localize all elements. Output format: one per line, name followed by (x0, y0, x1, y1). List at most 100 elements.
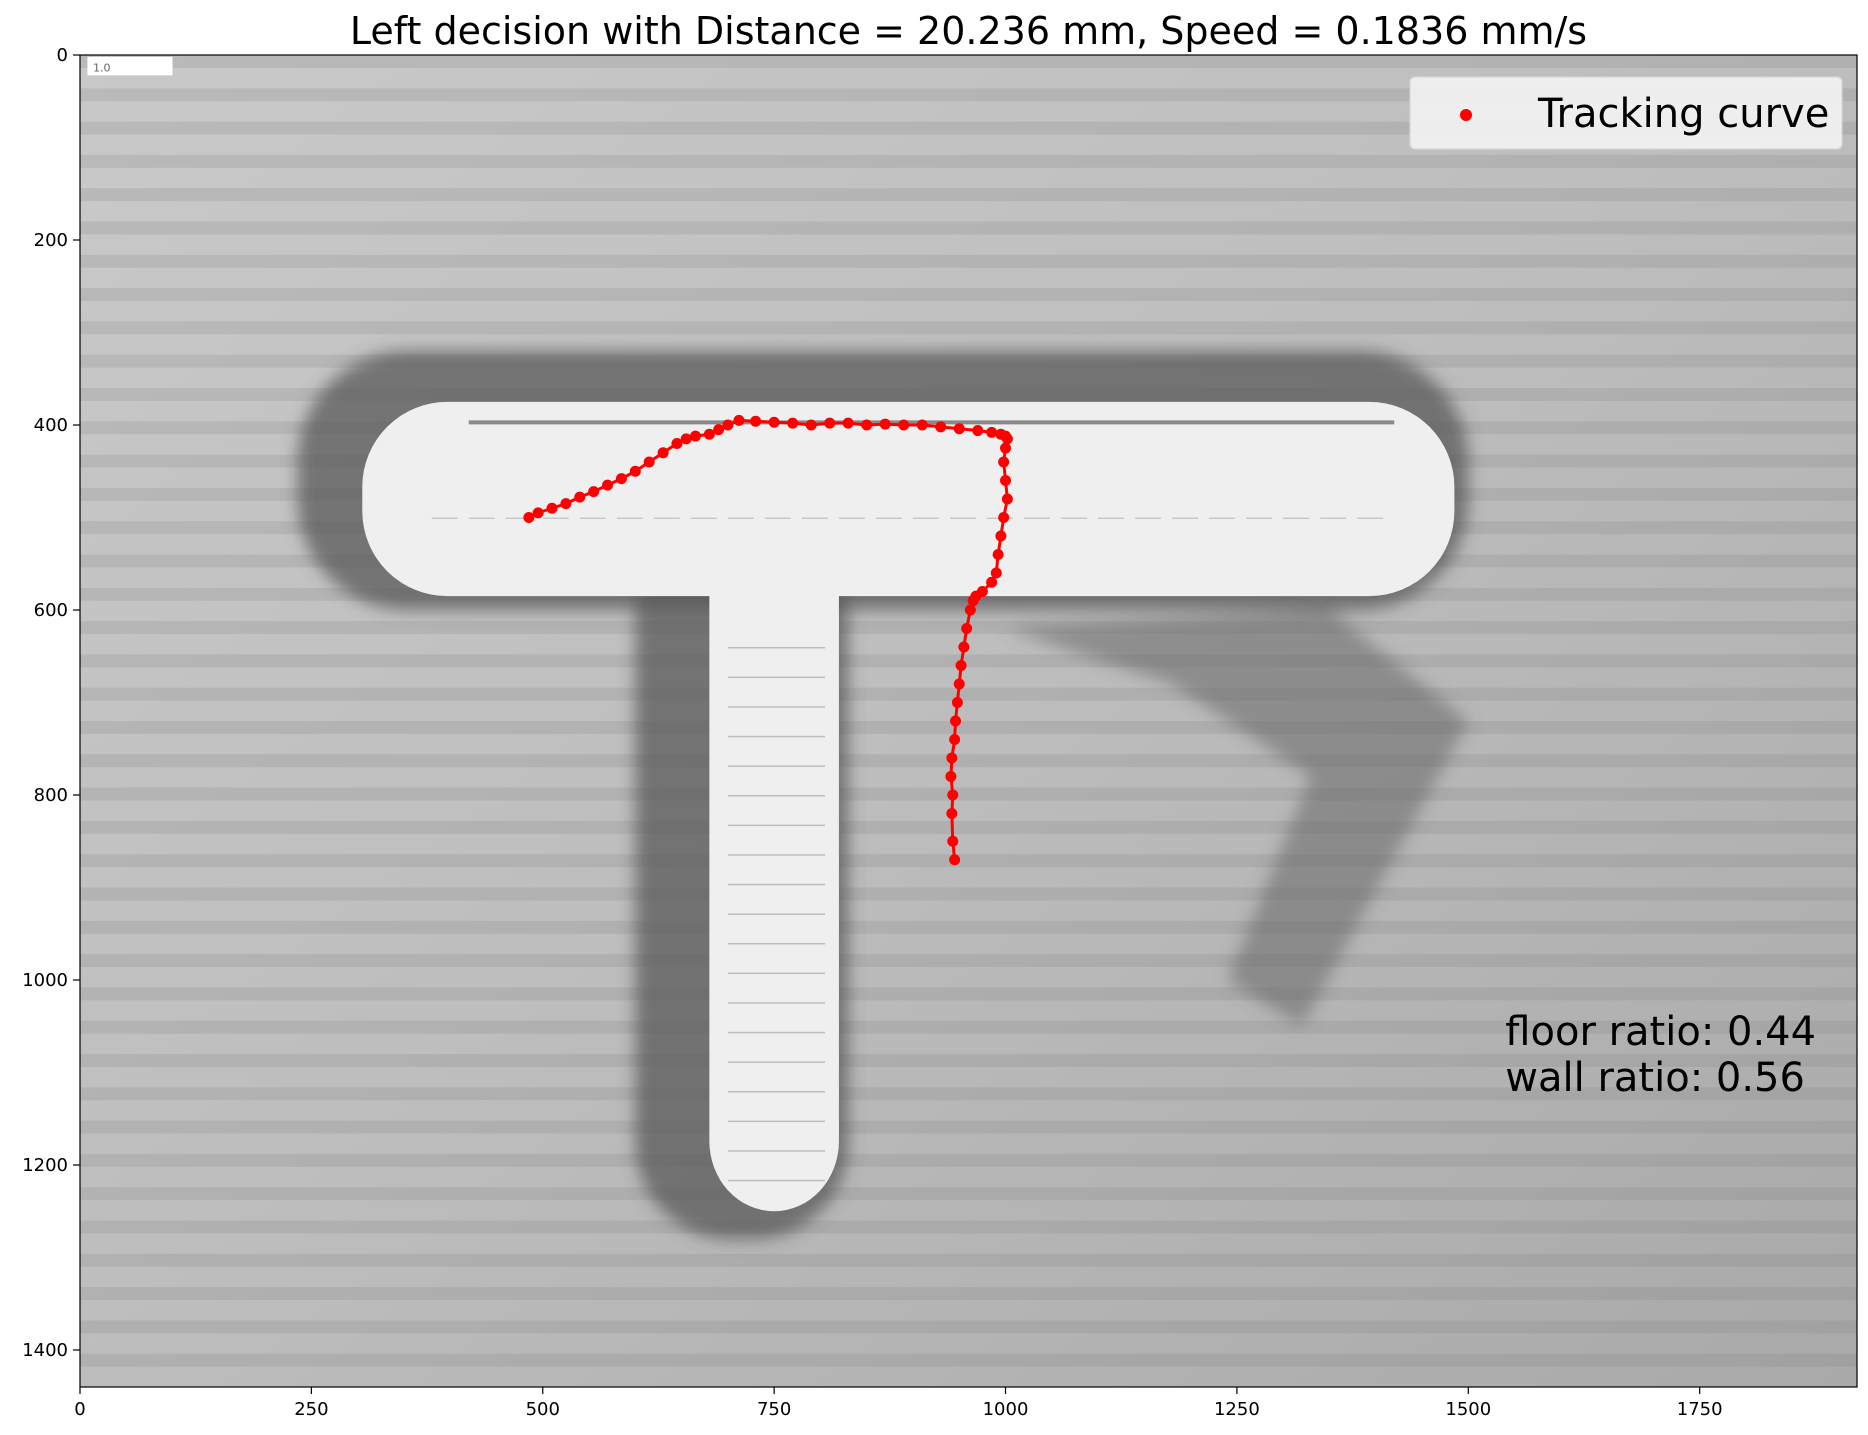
floor-texture-line (875, 517, 902, 519)
tracking-curve-point (949, 854, 961, 866)
photo-stripe (80, 154, 1857, 168)
floor-texture-line (727, 943, 826, 945)
photo-stripe (80, 1253, 1857, 1267)
tracking-curve-point (898, 419, 910, 431)
photo-stripe (80, 321, 1857, 335)
tracking-curve-point (990, 567, 1002, 579)
floor-texture-line (431, 517, 458, 519)
annotations: floor ratio: 0.44 wall ratio: 0.56 (1505, 1009, 1816, 1101)
y-tick-label: 1000 (22, 970, 68, 991)
y-tick-label: 1200 (22, 1155, 68, 1176)
floor-texture-line (727, 765, 826, 767)
legend-marker-tracking-curve (1460, 109, 1472, 121)
floor-texture-line (727, 1120, 826, 1123)
shadow-reflection (1005, 610, 1469, 1027)
tracking-curve-point (945, 771, 957, 782)
x-tick-label: 1750 (1677, 1399, 1723, 1420)
photo-stripe (80, 820, 1857, 834)
floor-texture-line (616, 517, 643, 519)
photo-stripe (80, 1020, 1857, 1034)
floor-vertical-stem (709, 517, 839, 1212)
floor-texture-line (1320, 517, 1347, 519)
floor-texture-line (727, 1061, 826, 1063)
photo-stripe (80, 254, 1857, 268)
maze-floor (362, 401, 1455, 1212)
photo-stripe (80, 854, 1857, 868)
floor-texture-line (579, 517, 606, 519)
tracking-curve-point (657, 447, 669, 459)
x-tick-label: 1500 (1445, 1399, 1491, 1420)
photo-stripe (80, 787, 1857, 801)
y-tick-label: 600 (34, 600, 68, 621)
photo-stripe (80, 288, 1857, 302)
tracking-curve-point (972, 425, 984, 437)
tracking-curve-point (961, 623, 973, 634)
floor-texture-line (1172, 517, 1199, 519)
photo-stripe (80, 188, 1857, 202)
x-tick-label: 0 (74, 1399, 85, 1420)
corner-tag: 1.0 (87, 56, 173, 76)
photo-stripe (80, 887, 1857, 901)
floor-texture-line (1246, 517, 1273, 519)
tracking-curve-point (950, 715, 962, 727)
photo-stripe (80, 1054, 1857, 1067)
tracking-curve-point (998, 456, 1010, 468)
corner-tag-text: 1.0 (93, 62, 111, 75)
floor-texture-line (1061, 517, 1087, 519)
tracking-curve-point (713, 424, 725, 436)
floor-texture-line (1098, 517, 1124, 519)
floor-texture-line (1135, 517, 1162, 519)
photo-stripe (80, 1320, 1857, 1334)
tracking-curve-point (995, 428, 1007, 440)
floor-texture-line (727, 517, 754, 519)
photo-stripe (80, 721, 1857, 734)
floor-texture-line (727, 676, 826, 679)
floor-texture-line (505, 517, 532, 519)
tracking-curve-point (958, 641, 970, 653)
x-tick-label: 500 (526, 1399, 560, 1420)
photo-stripe (80, 987, 1857, 1001)
photo-stripe (80, 1220, 1857, 1234)
x-tick-label: 1000 (983, 1399, 1029, 1420)
tracking-curve-point (689, 430, 701, 442)
x-tick-label: 1250 (1214, 1399, 1260, 1420)
legend: Tracking curve (1409, 76, 1843, 150)
floor-texture-line (727, 824, 826, 827)
tracking-curve-point (861, 419, 873, 431)
tracking-curve-point (787, 417, 799, 429)
photo-stripe (80, 1287, 1857, 1301)
tracking-curve-point (1000, 475, 1012, 486)
legend-label-tracking-curve: Tracking curve (1537, 91, 1829, 137)
tracking-curve-point (998, 512, 1010, 523)
y-tick-label: 400 (34, 415, 68, 436)
tracking-curve-point (824, 417, 836, 429)
floor-texture-line (468, 517, 495, 519)
annotation-floor-ratio: floor ratio: 0.44 (1505, 1009, 1816, 1055)
floor-texture-line (949, 517, 976, 519)
y-tick-label: 800 (34, 785, 68, 806)
tracking-curve-point (671, 438, 683, 449)
tracking-curve-point (986, 576, 998, 588)
floor-texture-line (1209, 517, 1236, 519)
floor-texture-line (727, 972, 826, 975)
photo-stripe (80, 954, 1857, 968)
x-axis: 0 250 500 750 1000 1250 1500 1750 (74, 1387, 1723, 1420)
tracking-curve-point (574, 491, 586, 503)
floor-texture-line (727, 1091, 826, 1093)
floor-texture-line (1283, 517, 1310, 519)
floor-texture-line (727, 706, 826, 708)
tracking-curve-point (680, 433, 692, 445)
legend-box (1409, 76, 1843, 150)
tracking-curve-point (703, 428, 715, 440)
floor-texture-line (727, 647, 826, 649)
floor-texture-line (1357, 517, 1384, 519)
tracking-curve-point (750, 415, 762, 427)
tracking-curve-point (916, 419, 928, 431)
y-tick-label: 1400 (22, 1340, 68, 1361)
tracking-curve-point (1001, 493, 1013, 505)
tracking-curve-point (602, 479, 614, 491)
tracking-curve-point (953, 423, 965, 435)
photo-stripe (80, 654, 1857, 668)
photo-stripe (80, 55, 1857, 68)
